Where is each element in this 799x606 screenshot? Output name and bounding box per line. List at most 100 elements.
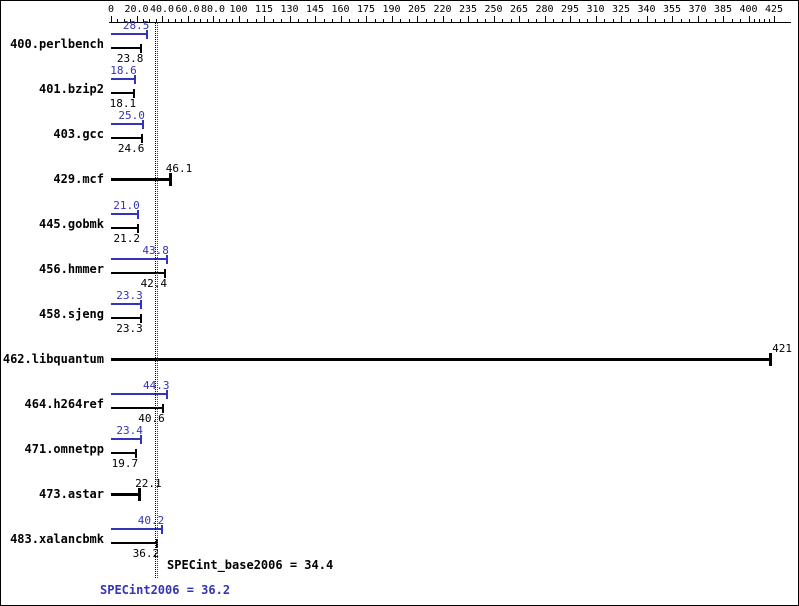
x-axis-minor-tick: [357, 19, 359, 23]
x-axis-tick-label: 325: [611, 4, 631, 15]
x-axis-tick-label: 145: [305, 4, 325, 15]
x-axis-tick-label: 425: [764, 4, 784, 15]
x-axis-tick: [442, 16, 444, 23]
x-axis-tick: [213, 16, 214, 23]
x-axis-tick: [493, 16, 495, 23]
peak-bar-cap: [136, 210, 139, 219]
x-axis-minor-tick: [459, 19, 461, 23]
x-axis-minor-tick: [281, 19, 282, 23]
x-axis-tick: [544, 16, 546, 23]
x-axis-minor-tick: [149, 19, 151, 23]
peak-bar-cap: [141, 120, 144, 129]
x-axis-tick: [238, 16, 240, 23]
base-bar-cap: [168, 173, 172, 186]
x-axis-tick: [646, 16, 648, 23]
x-axis-tick: [315, 16, 316, 23]
x-axis-minor-tick: [587, 19, 588, 23]
x-axis-tick-label: 130: [280, 4, 299, 15]
benchmark-name: 483.xalancbmk: [10, 532, 104, 546]
x-axis-tick: [162, 16, 163, 23]
x-axis-minor-tick: [740, 19, 741, 23]
x-axis-tick-label: 250: [484, 4, 503, 15]
peak-value-label: 23.4: [116, 424, 143, 437]
x-axis-minor-tick: [629, 19, 631, 23]
x-axis-minor-tick: [142, 19, 144, 23]
peak-bar: [111, 78, 135, 80]
benchmark-name: 445.gobmk: [38, 217, 104, 231]
x-axis-minor-tick: [155, 19, 157, 23]
x-axis-tick: [391, 16, 393, 23]
x-axis-minor-tick: [527, 19, 529, 23]
x-axis-minor-tick: [502, 19, 503, 23]
x-axis-tick: [774, 16, 775, 23]
peak-value-label: 21.0: [113, 199, 140, 212]
base-bar: [111, 47, 142, 49]
base-mean-label: SPECint_base2006 = 34.4: [167, 558, 334, 572]
x-axis-minor-tick: [206, 19, 208, 23]
x-axis-minor-tick: [425, 19, 427, 23]
x-axis-minor-tick: [714, 19, 716, 23]
x-axis-tick: [468, 16, 469, 23]
x-axis-minor-tick: [225, 19, 227, 23]
x-axis-tick: [519, 16, 520, 23]
base-bar-cap: [135, 449, 138, 458]
benchmark-name: 471.omnetpp: [24, 442, 104, 456]
base-bar-cap: [768, 353, 772, 366]
x-axis-minor-tick: [451, 19, 452, 23]
base-bar: [111, 407, 163, 409]
x-axis-minor-tick: [298, 19, 299, 23]
x-axis-minor-tick: [638, 19, 639, 23]
x-axis-minor-tick: [374, 19, 376, 23]
x-axis-tick-label: 160: [331, 4, 350, 15]
benchmark-name: 458.sjeng: [38, 307, 104, 321]
x-axis-tick: [621, 16, 622, 23]
x-axis-tick-label: 40.0: [149, 4, 175, 15]
base-bar: [111, 493, 140, 496]
base-value-label: 21.2: [113, 232, 141, 245]
x-axis-minor-tick: [753, 19, 755, 23]
peak-bar-cap: [166, 390, 169, 399]
x-axis-tick-label: 385: [713, 4, 733, 15]
x-axis-tick: [289, 16, 291, 23]
x-axis-minor-tick: [663, 19, 665, 23]
x-axis-minor-tick: [553, 19, 554, 23]
x-axis-minor-tick: [655, 19, 656, 23]
x-axis-tick-label: 280: [535, 4, 554, 15]
x-axis-tick: [366, 16, 367, 23]
x-axis-tick-label: 355: [662, 4, 682, 15]
peak-value-label: 44.3: [142, 379, 170, 392]
x-axis-minor-tick: [408, 19, 410, 23]
base-bar: [111, 317, 141, 319]
x-axis-minor-tick: [400, 19, 401, 23]
x-axis-minor-tick: [255, 19, 257, 23]
peak-bar: [111, 33, 148, 35]
peak-bar-cap: [165, 255, 168, 264]
base-bar-cap: [138, 488, 142, 501]
base-bar-cap: [137, 224, 140, 233]
peak-bar: [111, 123, 143, 125]
benchmark-name: 464.h264ref: [24, 397, 104, 411]
x-axis-minor-tick: [680, 19, 682, 23]
peak-bar-cap: [146, 30, 149, 39]
x-axis-tick-label: 220: [433, 4, 452, 15]
base-value-label: 23.8: [116, 52, 144, 65]
base-bar-cap: [161, 404, 164, 413]
x-axis-minor-tick: [306, 19, 308, 23]
x-axis-minor-tick: [130, 19, 132, 23]
peak-bar: [111, 303, 141, 305]
x-axis-tick-label: 340: [637, 4, 656, 15]
x-axis-tick: [672, 16, 673, 23]
x-axis-minor-tick: [561, 19, 563, 23]
benchmark-name: 473.astar: [38, 487, 104, 501]
peak-mean-line: [157, 22, 158, 578]
peak-bar-cap: [161, 525, 164, 534]
x-axis-tick-label: 235: [458, 4, 478, 15]
x-axis-tick-label: 400: [739, 4, 758, 15]
x-axis-minor-tick: [689, 19, 690, 23]
x-axis-minor-tick: [168, 19, 170, 23]
base-bar: [111, 137, 143, 139]
x-axis-minor-tick: [768, 19, 770, 23]
x-axis-tick-label: 100: [229, 4, 248, 15]
benchmark-name: 429.mcf: [53, 172, 104, 186]
base-bar-cap: [133, 89, 136, 98]
